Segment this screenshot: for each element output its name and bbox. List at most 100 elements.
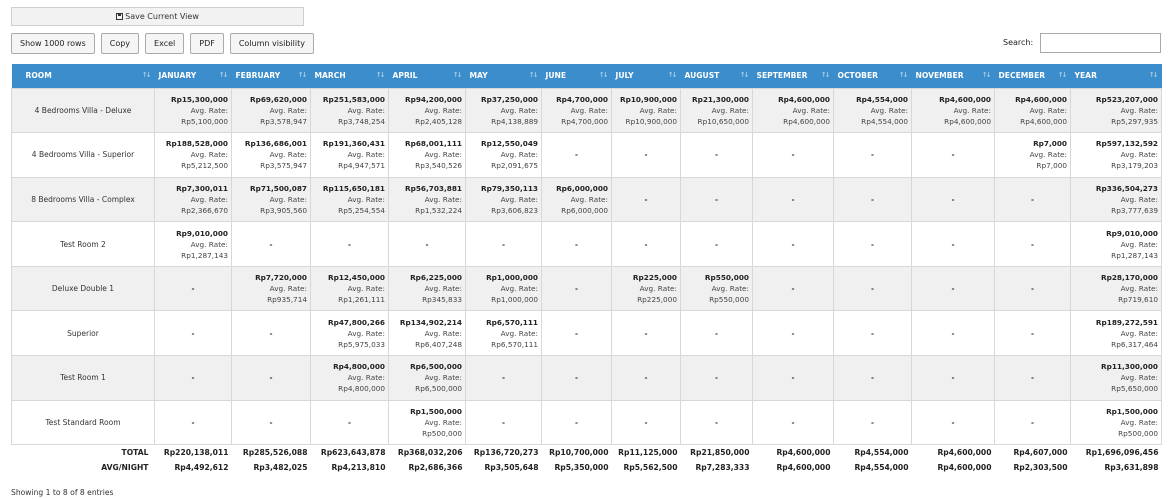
revenue-cell: Rp15,300,000 Avg. Rate: Rp5,100,000 — [154, 87, 232, 134]
revenue-cell: Rp1,500,000 Avg. Rate: Rp500,000 — [1070, 399, 1162, 446]
empty-cell: - — [541, 355, 612, 401]
cell-total: Rp15,300,000 — [170, 94, 228, 104]
avg-night-value: Rp4,554,000 — [833, 459, 912, 475]
empty-cell: - — [911, 399, 995, 446]
avg-rate-value: Rp1,532,224 — [415, 205, 462, 215]
empty-cell: - — [154, 265, 232, 312]
cell-total: Rp47,800,266 — [327, 317, 385, 327]
avg-rate-value: Rp2,091,675 — [491, 161, 538, 171]
table-row: 4 Bedrooms Villa - Deluxe Rp15,300,000 Avg… — [11, 87, 1162, 134]
column-header-room[interactable]: ROOM ↑↓ — [11, 64, 155, 88]
sort-icon[interactable]: ↑↓ — [981, 71, 992, 79]
avg-rate-label: Avg. Rate: — [424, 150, 462, 160]
cell-total: Rp1,500,000 — [1106, 406, 1158, 416]
sort-icon[interactable]: ↑↓ — [667, 71, 678, 79]
cell-total: Rp4,554,000 — [856, 94, 908, 104]
column-header-february[interactable]: FEBRUARY ↑↓ — [231, 64, 311, 88]
avg-rate-value: Rp5,212,500 — [181, 161, 228, 171]
avg-rate-value: Rp3,905,560 — [260, 205, 307, 215]
avg-rate-label: Avg. Rate: — [500, 194, 538, 204]
avg-rate-value: Rp3,606,823 — [491, 205, 538, 215]
column-header-november[interactable]: NOVEMBER ↑↓ — [911, 64, 995, 88]
sort-icon[interactable]: ↑↓ — [820, 71, 831, 79]
avg-rate-label: Avg. Rate: — [1120, 105, 1158, 115]
column-header-july[interactable]: JULY ↑↓ — [611, 64, 681, 88]
empty-cell: - — [310, 221, 389, 267]
revenue-cell: Rp71,500,087 Avg. Rate: Rp3,905,560 — [231, 176, 311, 223]
cell-total: Rp71,500,087 — [249, 183, 307, 193]
avg-rate-value: Rp5,650,000 — [1111, 384, 1158, 394]
sort-icon[interactable]: ↑↓ — [218, 71, 229, 79]
sort-icon[interactable]: ↑↓ — [141, 71, 152, 79]
avg-rate-label: Avg. Rate: — [500, 105, 538, 115]
sort-icon[interactable]: ↑↓ — [1148, 71, 1159, 79]
empty-cell: - — [752, 132, 834, 178]
empty-cell: - — [911, 176, 995, 223]
cell-total: Rp4,600,000 — [778, 94, 830, 104]
empty-cell: - — [541, 265, 612, 312]
revenue-cell: Rp523,207,000 Avg. Rate: Rp5,297,935 — [1070, 87, 1162, 134]
avg-rate-value: Rp5,254,554 — [338, 205, 385, 215]
sort-icon[interactable]: ↑↓ — [739, 71, 750, 79]
column-header-june[interactable]: JUNE ↑↓ — [541, 64, 612, 88]
column-header-march[interactable]: MARCH ↑↓ — [310, 64, 389, 88]
avg-rate-label: Avg. Rate: — [424, 373, 462, 383]
sort-icon[interactable]: ↑↓ — [375, 71, 386, 79]
empty-cell: - — [611, 399, 681, 446]
column-header-september[interactable]: SEPTEMBER ↑↓ — [752, 64, 834, 88]
column-visibility-button[interactable]: Column visibility — [229, 33, 314, 54]
empty-cell: - — [752, 265, 834, 312]
cell-total: Rp68,001,111 — [404, 139, 462, 149]
avg-rate-value: Rp4,554,000 — [861, 116, 908, 126]
room-name-cell: Deluxe Double 1 — [11, 265, 155, 312]
empty-cell: - — [611, 132, 681, 178]
avg-rate-label: Avg. Rate: — [190, 150, 228, 160]
empty-cell: - — [752, 355, 834, 401]
avg-night-value: Rp7,283,333 — [680, 459, 753, 475]
sort-icon[interactable]: ↑↓ — [452, 71, 463, 79]
column-header-year[interactable]: YEAR ↑↓ — [1070, 64, 1162, 88]
sort-icon[interactable]: ↑↓ — [598, 71, 609, 79]
avg-rate-label: Avg. Rate: — [1120, 417, 1158, 427]
avg-rate-label: Avg. Rate: — [190, 239, 228, 249]
revenue-report-table: ROOM ↑↓ JANUARY ↑↓ FEBRUARY ↑↓ MARCH ↑↓ APRIL ↑↓ M… — [11, 64, 1162, 475]
avg-night-label: AVG/NIGHT — [11, 459, 155, 475]
revenue-cell: Rp68,001,111 Avg. Rate: Rp3,540,526 — [388, 132, 466, 178]
column-header-april[interactable]: APRIL ↑↓ — [388, 64, 466, 88]
empty-cell: - — [833, 221, 912, 267]
sort-icon[interactable]: ↑↓ — [1057, 71, 1068, 79]
column-header-august[interactable]: AUGUST ↑↓ — [680, 64, 753, 88]
search-input[interactable] — [1040, 33, 1161, 53]
column-header-january[interactable]: JANUARY ↑↓ — [154, 64, 232, 88]
avg-rate-value: Rp1,287,143 — [181, 250, 228, 260]
total-value: Rp136,720,273 — [465, 444, 542, 460]
avg-rate-label: Avg. Rate: — [711, 284, 749, 294]
sort-icon[interactable]: ↑↓ — [898, 71, 909, 79]
excel-button[interactable]: Excel — [145, 33, 185, 54]
avg-rate-label: Avg. Rate: — [1120, 194, 1158, 204]
column-header-october[interactable]: OCTOBER ↑↓ — [833, 64, 912, 88]
revenue-cell: Rp11,300,000 Avg. Rate: Rp5,650,000 — [1070, 355, 1162, 401]
table-header-row: ROOM ↑↓ JANUARY ↑↓ FEBRUARY ↑↓ MARCH ↑↓ APRIL ↑↓ M… — [11, 64, 1162, 88]
total-value: Rp1,696,096,456 — [1070, 444, 1162, 460]
show-rows-button[interactable]: Show 1000 rows — [11, 33, 95, 54]
save-current-view-button[interactable]: Save Current View — [11, 7, 304, 26]
empty-cell: - — [310, 399, 389, 446]
column-header-december[interactable]: DECEMBER ↑↓ — [994, 64, 1071, 88]
total-value: Rp623,643,878 — [310, 444, 389, 460]
copy-button[interactable]: Copy — [100, 33, 140, 54]
total-value: Rp4,607,000 — [994, 444, 1071, 460]
column-header-may[interactable]: MAY ↑↓ — [465, 64, 542, 88]
sort-icon[interactable]: ↑↓ — [528, 71, 539, 79]
avg-night-value: Rp3,505,648 — [465, 459, 542, 475]
revenue-cell: Rp4,700,000 Avg. Rate: Rp4,700,000 — [541, 87, 612, 134]
avg-rate-label: Avg. Rate: — [1120, 373, 1158, 383]
pdf-button[interactable]: PDF — [190, 33, 224, 54]
total-label: TOTAL — [11, 444, 155, 460]
avg-rate-value: Rp500,000 — [1118, 428, 1158, 438]
avg-rate-label: Avg. Rate: — [1120, 150, 1158, 160]
sort-icon[interactable]: ↑↓ — [297, 71, 308, 79]
avg-rate-label: Avg. Rate: — [792, 105, 830, 115]
revenue-cell: Rp7,720,000 Avg. Rate: Rp935,714 — [231, 265, 311, 312]
avg-rate-label: Avg. Rate: — [953, 105, 991, 115]
